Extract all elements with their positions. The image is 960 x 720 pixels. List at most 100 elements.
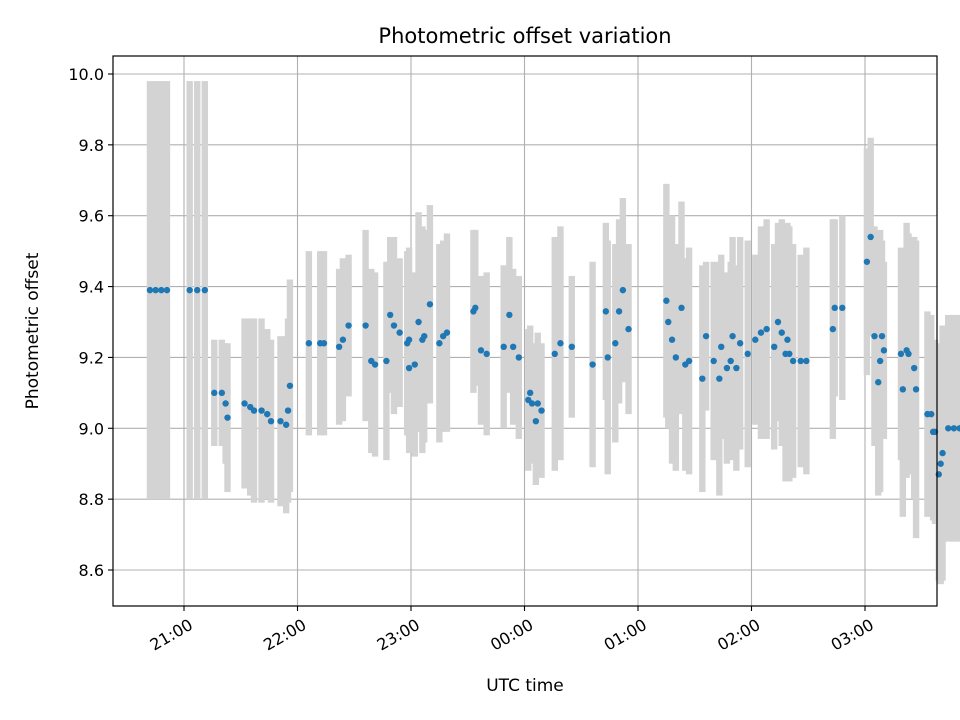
y-tick-label: 9.4: [79, 278, 104, 297]
data-point: [736, 340, 744, 347]
data-point: [797, 357, 804, 365]
chart-title: Photometric offset variation: [378, 24, 671, 48]
data-point: [665, 318, 672, 326]
data-point: [500, 343, 507, 350]
data-point: [716, 375, 723, 382]
data-point: [194, 286, 201, 294]
data-point: [786, 350, 793, 358]
data-point: [910, 364, 918, 372]
data-point: [729, 332, 736, 340]
data-point: [625, 325, 632, 333]
data-point: [784, 336, 791, 343]
data-point: [752, 336, 759, 343]
data-point: [863, 258, 871, 265]
data-point: [258, 407, 265, 414]
data-point: [876, 357, 884, 365]
data-point: [928, 410, 935, 418]
data-point: [201, 286, 209, 294]
data-point: [158, 286, 165, 294]
data-point: [277, 418, 284, 425]
y-tick-label: 9.6: [79, 207, 104, 226]
data-point: [867, 233, 874, 241]
data-point: [871, 332, 878, 340]
data-point: [757, 329, 765, 336]
data-point: [163, 286, 171, 294]
y-tick-label: 8.6: [79, 561, 104, 580]
x-axis-label: UTC time: [486, 676, 564, 696]
data-point: [443, 329, 451, 336]
data-point: [723, 364, 731, 372]
data-point: [218, 389, 226, 397]
data-point: [396, 329, 403, 336]
data-point: [880, 347, 888, 354]
data-point: [224, 414, 231, 421]
data-point: [390, 322, 398, 329]
data-point: [286, 382, 294, 389]
data-point: [956, 425, 960, 432]
data-point: [663, 297, 670, 304]
y-tick-label: 9.2: [79, 348, 104, 367]
data-point: [945, 425, 952, 432]
y-axis-label: Photometric offset: [23, 252, 43, 409]
data-point: [405, 364, 413, 372]
data-point: [267, 418, 275, 425]
data-point: [875, 379, 882, 386]
data-point: [568, 343, 575, 350]
data-point: [912, 386, 920, 393]
data-point: [763, 325, 770, 333]
data-point: [950, 425, 958, 432]
data-point: [685, 357, 693, 365]
data-point: [602, 308, 610, 315]
y-tick-label: 8.8: [79, 490, 104, 509]
y-tick-label: 10.0: [68, 65, 104, 84]
data-point: [339, 336, 347, 343]
data-point: [472, 304, 479, 312]
data-point: [668, 336, 676, 343]
data-point: [264, 410, 271, 418]
data-point: [405, 336, 413, 343]
data-point: [939, 449, 946, 457]
data-point: [383, 357, 390, 365]
data-point: [589, 361, 596, 368]
data-point: [284, 407, 292, 414]
data-point: [515, 354, 523, 361]
data-point: [411, 361, 418, 368]
data-point: [672, 354, 680, 361]
data-point: [771, 343, 778, 350]
data-point: [146, 286, 154, 294]
data-point: [532, 418, 540, 425]
data-point: [483, 350, 490, 358]
data-point: [727, 357, 734, 365]
data-point: [320, 340, 328, 347]
data-point: [899, 386, 907, 393]
data-point: [803, 357, 810, 365]
y-tick-label: 9.8: [79, 136, 104, 155]
data-point: [528, 400, 536, 407]
data-point: [282, 421, 290, 428]
data-point: [829, 325, 837, 333]
data-point: [152, 286, 159, 294]
data-point: [831, 304, 838, 312]
data-point: [345, 322, 352, 329]
data-point: [839, 304, 846, 312]
data-point: [538, 407, 545, 414]
data-point: [534, 400, 541, 407]
data-point: [678, 304, 685, 312]
data-point: [211, 389, 218, 397]
data-point: [250, 407, 258, 414]
data-point: [415, 318, 422, 326]
data-point: [335, 343, 343, 350]
data-point: [612, 340, 619, 347]
data-point: [615, 308, 623, 315]
point-layer: [146, 233, 960, 478]
data-point: [362, 322, 369, 329]
data-point: [774, 318, 782, 326]
data-point: [878, 332, 886, 340]
data-point: [186, 286, 193, 294]
data-point: [436, 340, 443, 347]
data-point: [702, 332, 710, 340]
data-point: [778, 329, 785, 336]
data-point: [789, 357, 797, 365]
data-point: [699, 375, 706, 382]
